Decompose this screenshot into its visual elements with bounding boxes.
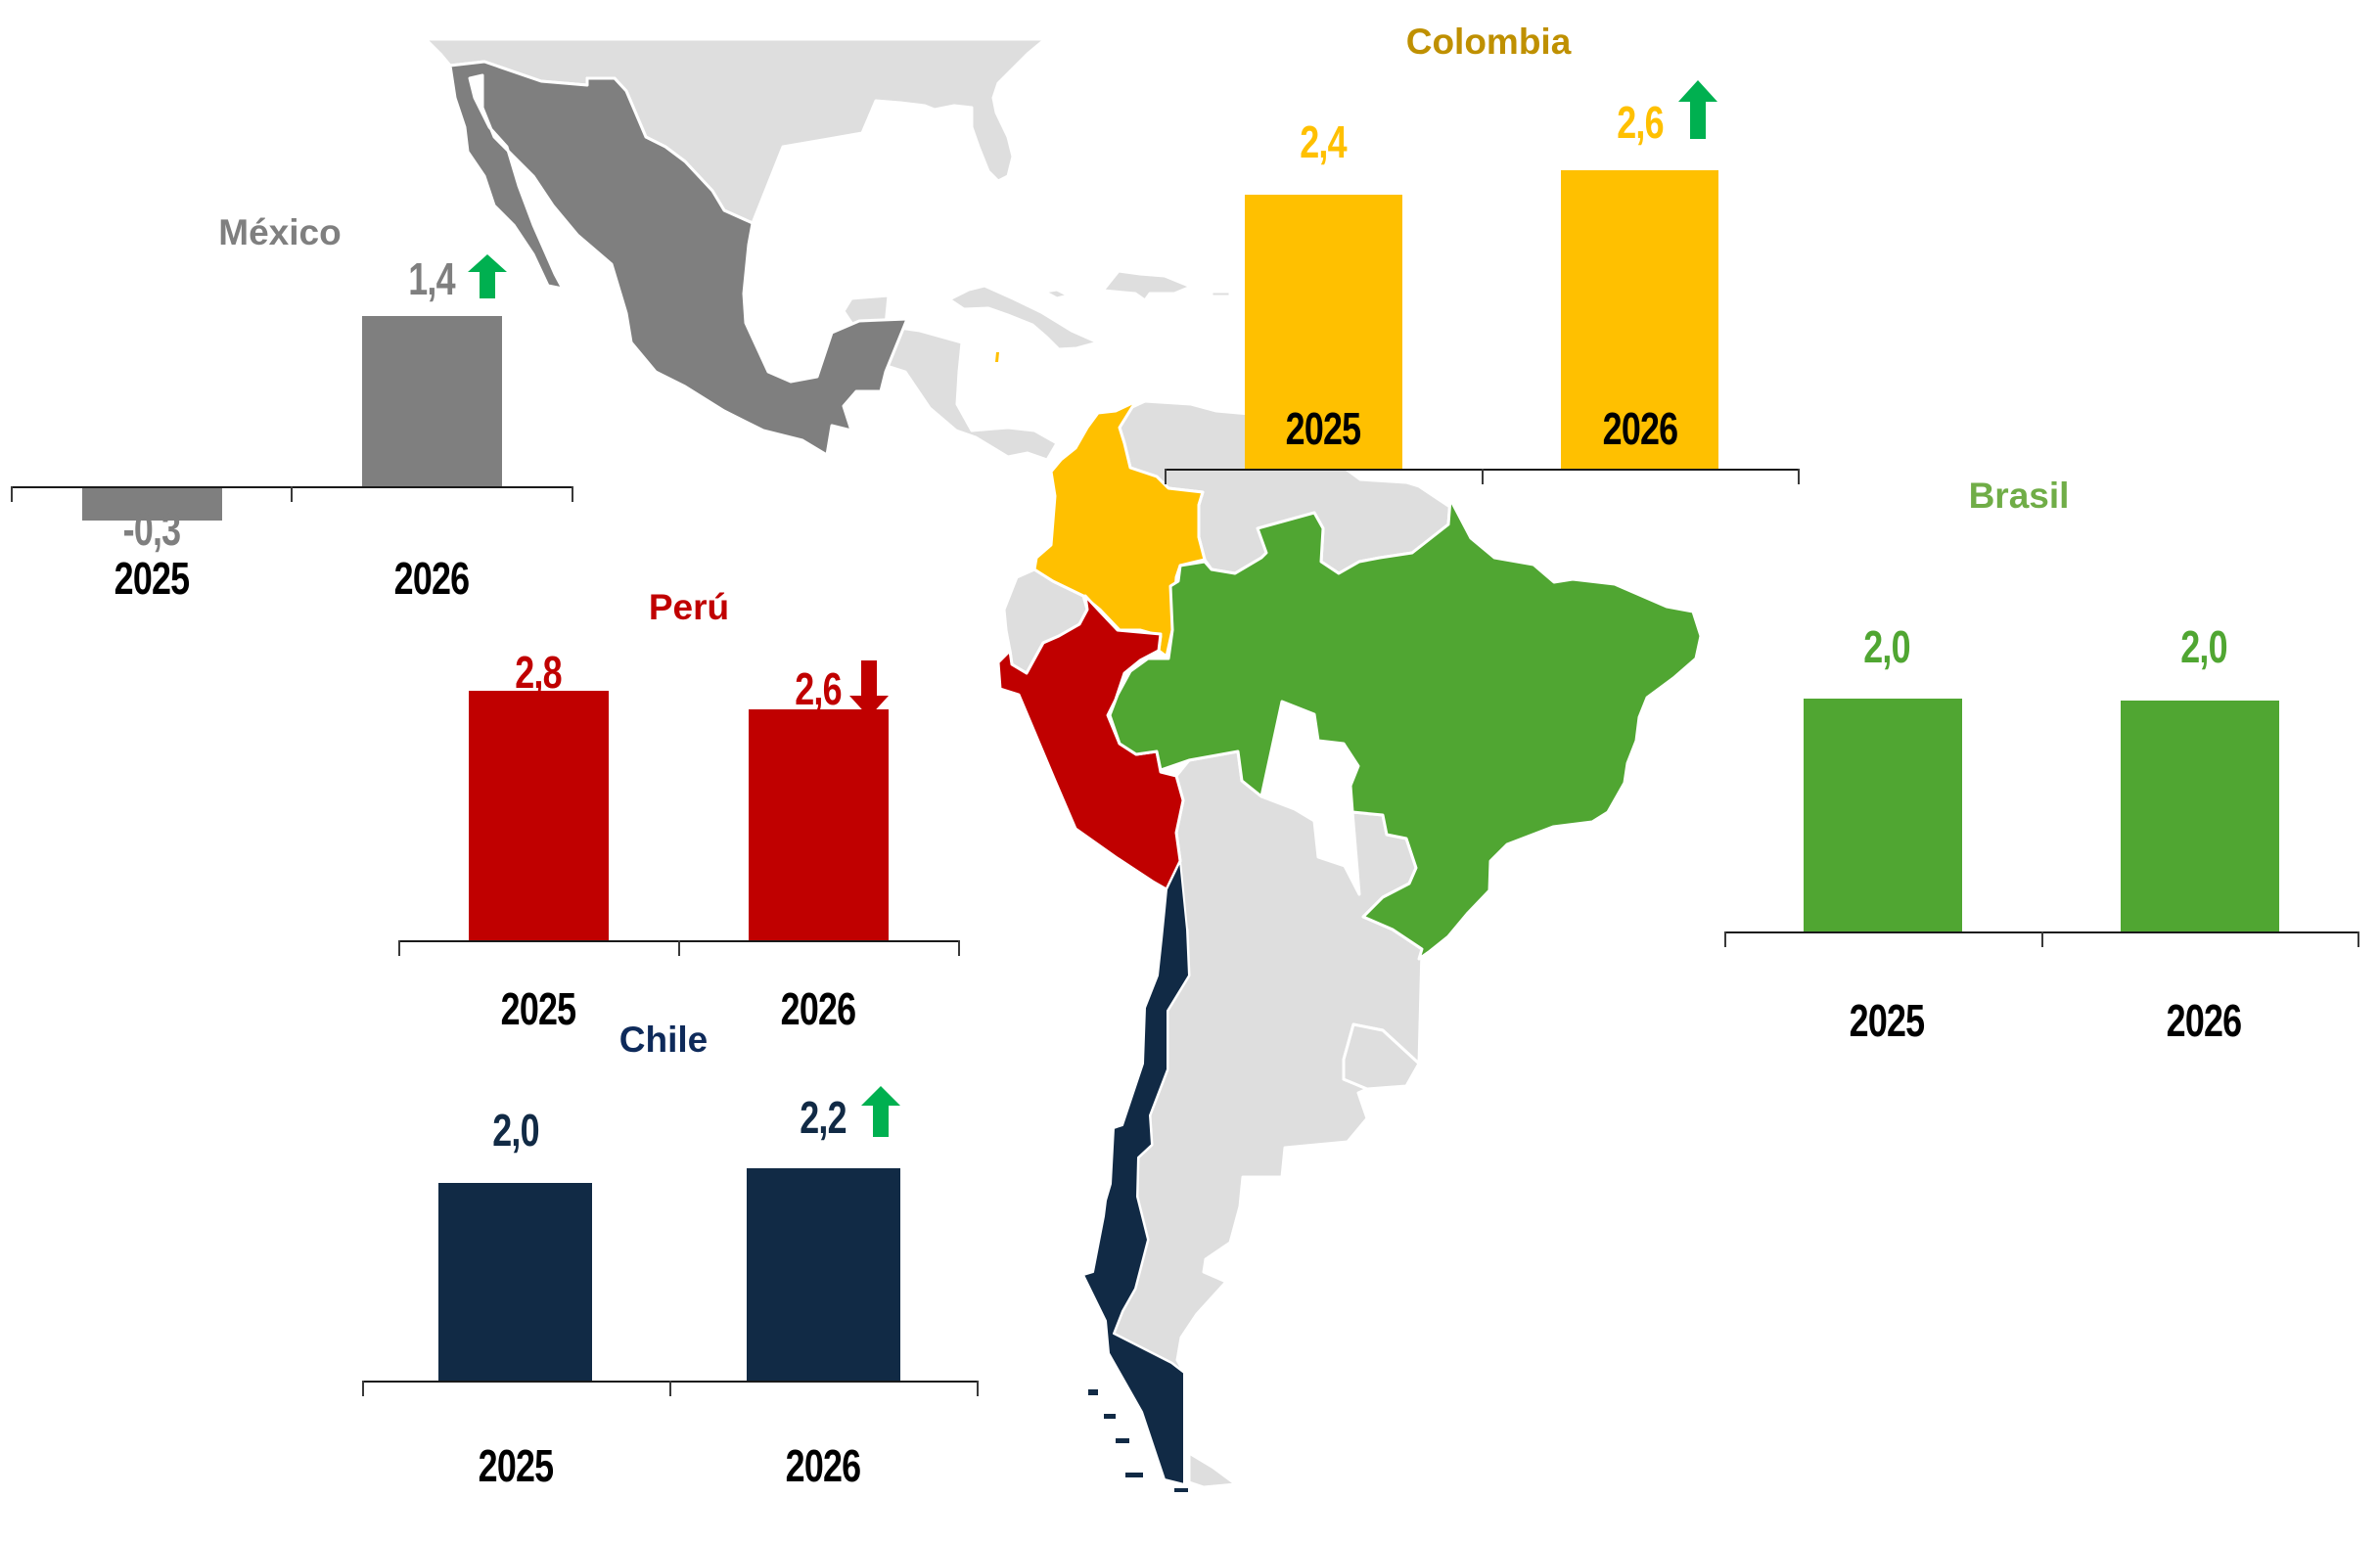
up-arrow-icon — [1678, 80, 1717, 139]
value-label-colombia-2025: 2,4 — [1300, 116, 1347, 167]
year-label-colombia-2025: 2025 — [1285, 403, 1361, 454]
tick — [362, 1381, 364, 1396]
map-tierra-del-fuego — [1187, 1451, 1238, 1489]
year-label-brasil-2026: 2026 — [2166, 995, 2242, 1046]
tick — [2041, 931, 2043, 947]
value-label-peru-2026: 2,6 — [795, 663, 842, 714]
value-label-colombia-2026: 2,6 — [1617, 97, 1664, 148]
year-label-chile-2026: 2026 — [785, 1440, 861, 1491]
map-chile — [1082, 860, 1190, 1485]
chart-title-brasil: Brasil — [1968, 476, 2070, 516]
tick — [1165, 469, 1167, 484]
tick — [977, 1381, 979, 1396]
chart-title-mexico: México — [218, 212, 342, 252]
year-label-mexico-2025: 2025 — [114, 553, 190, 604]
map-puerto-rico — [1210, 290, 1232, 298]
tick — [958, 940, 960, 956]
bar-peru-2026 — [749, 709, 889, 941]
year-label-mexico-2026: 2026 — [393, 553, 470, 604]
bar-mexico-2026 — [362, 316, 502, 487]
map-uruguay — [1342, 1022, 1421, 1091]
value-label-mexico-2026: 1,4 — [408, 253, 455, 304]
map-colombia — [1032, 391, 1207, 658]
bar-peru-2025 — [469, 691, 609, 941]
bar-brasil-2026 — [2121, 701, 2279, 932]
bar-chile-2025 — [438, 1183, 592, 1382]
year-label-chile-2025: 2025 — [478, 1440, 554, 1491]
value-label-brasil-2025: 2,0 — [1863, 621, 1910, 672]
map-hispaniola — [1101, 269, 1193, 302]
value-label-peru-2025: 2,8 — [515, 647, 562, 698]
year-label-peru-2026: 2026 — [780, 983, 856, 1034]
down-arrow-icon — [849, 660, 889, 717]
tick — [2357, 931, 2359, 947]
tick — [11, 486, 13, 502]
map-jamaica — [1042, 288, 1071, 300]
bar-colombia-2026 — [1561, 170, 1718, 470]
value-label-mexico-2025: -0,3 — [122, 504, 181, 555]
value-label-chile-2026: 2,2 — [800, 1092, 847, 1143]
map-cuba — [947, 284, 1100, 351]
chart-title-chile: Chile — [618, 1020, 709, 1060]
bar-mexico-2025 — [82, 488, 222, 521]
year-label-brasil-2025: 2025 — [1849, 995, 1925, 1046]
bar-brasil-2025 — [1804, 699, 1962, 932]
year-label-colombia-2026: 2026 — [1602, 403, 1678, 454]
bar-chile-2026 — [747, 1168, 900, 1382]
up-arrow-icon — [861, 1086, 900, 1137]
value-label-chile-2025: 2,0 — [492, 1105, 539, 1156]
tick — [398, 940, 400, 956]
map-chile-islands — [1088, 1389, 1188, 1492]
value-label-brasil-2026: 2,0 — [2180, 621, 2227, 672]
tick — [1482, 469, 1484, 484]
tick — [669, 1381, 671, 1396]
tick — [291, 486, 293, 502]
map-san-andres — [995, 352, 999, 362]
tick — [1724, 931, 1726, 947]
tick — [572, 486, 573, 502]
up-arrow-icon — [468, 254, 507, 298]
chart-title-colombia: Colombia — [1405, 22, 1572, 62]
bar-colombia-2025 — [1245, 195, 1402, 470]
tick — [678, 940, 680, 956]
tick — [1798, 469, 1800, 484]
map-mexico — [448, 60, 909, 457]
year-label-peru-2025: 2025 — [500, 983, 576, 1034]
chart-title-peru: Perú — [648, 587, 730, 627]
map-brazil — [1108, 497, 1703, 961]
